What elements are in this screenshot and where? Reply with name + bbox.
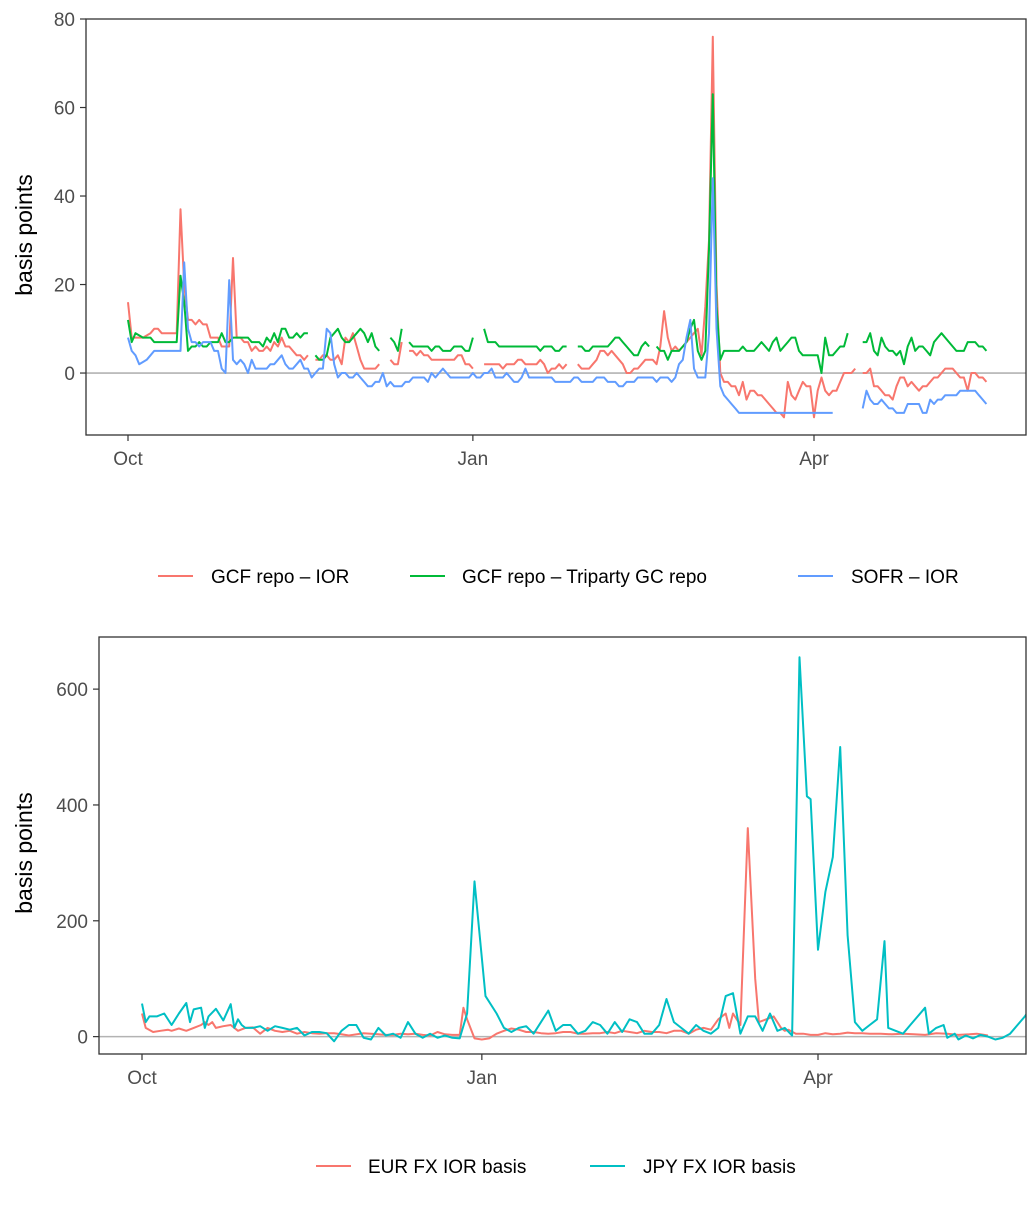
series-line-2 [127, 93, 988, 374]
legend-label: SOFR – IOR [851, 567, 959, 588]
legend-label: GCF repo – IOR [211, 567, 349, 588]
y-axis-label: basis points [11, 174, 37, 295]
legend: EUR FX IOR basis JPY FX IOR basis [316, 1157, 796, 1178]
series-line-3 [127, 177, 988, 414]
panel-border [85, 18, 1027, 436]
y-tick-label: 200 [56, 912, 88, 933]
legend-label: JPY FX IOR basis [643, 1157, 796, 1178]
y-tick-label: 600 [56, 680, 88, 701]
y-tick-label: 80 [54, 10, 75, 31]
x-tick-label: Oct [113, 449, 143, 470]
y-tick-label: 60 [54, 99, 75, 120]
series-line-1 [141, 827, 989, 1041]
legend-label: GCF repo – Triparty GC repo [462, 567, 707, 588]
x-tick-label: Apr [799, 449, 829, 470]
series-line-1 [127, 35, 988, 419]
panel-1: 0 20 40 60 80 Oct Jan Apr basis points GCF repo –… [11, 10, 1027, 588]
y-tick-label: 0 [77, 1028, 88, 1049]
x-tick-label: Jan [458, 449, 489, 470]
y-tick-label: 20 [54, 276, 75, 297]
x-tick-label: Apr [803, 1068, 833, 1089]
x-tick-label: Oct [127, 1068, 157, 1089]
x-tick-label: Jan [467, 1068, 498, 1089]
y-tick-label: 0 [64, 364, 75, 385]
legend-label: EUR FX IOR basis [368, 1157, 526, 1178]
y-tick-label: 400 [56, 796, 88, 817]
panel-border [98, 636, 1027, 1055]
series-line-2 [141, 656, 1026, 1043]
panel-2: 0 200 400 600 Oct Jan Apr basis points EUR FX IO… [11, 636, 1027, 1178]
y-axis-label: basis points [11, 792, 37, 913]
legend: GCF repo – IOR GCF repo – Triparty GC rep… [158, 567, 959, 588]
y-tick-label: 40 [54, 187, 75, 208]
